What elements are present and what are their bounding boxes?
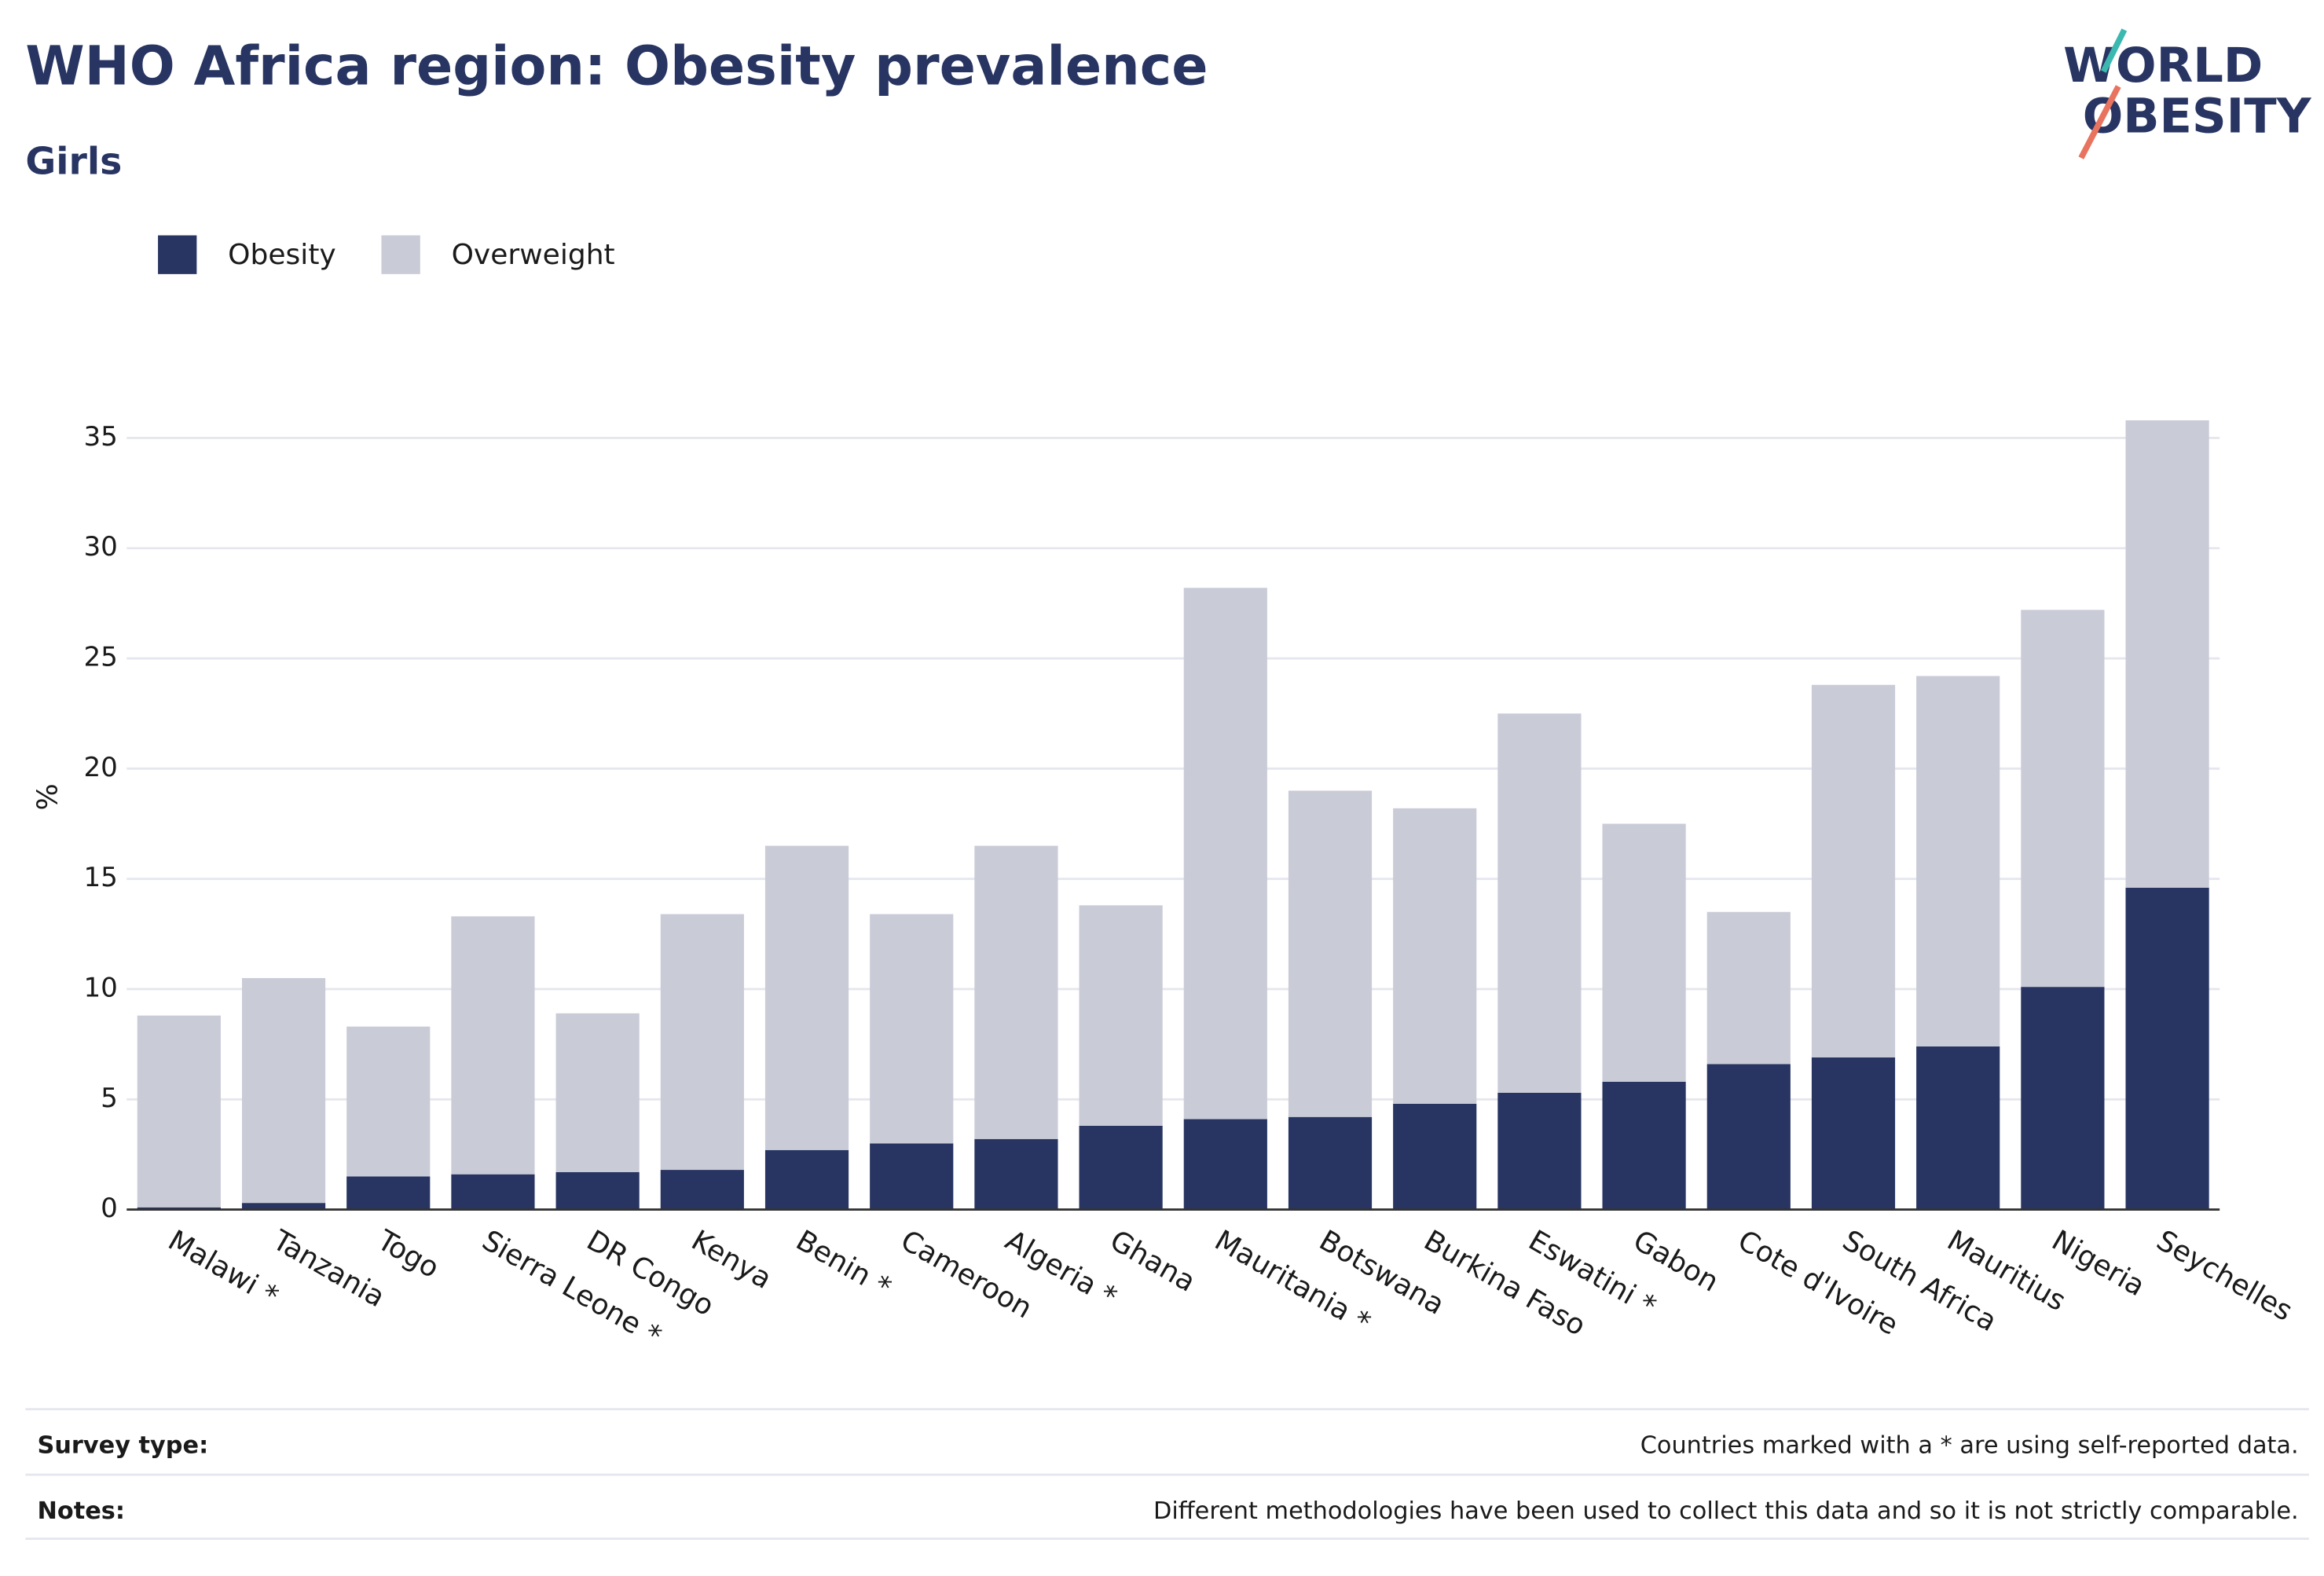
legend-swatch (381, 235, 420, 274)
bar-segment (1916, 1046, 2000, 1210)
x-tick-label: Benin * (790, 1224, 896, 1303)
bar-segment (1706, 911, 1791, 1065)
bar-segment (346, 1026, 431, 1177)
y-tick-label: 0 (101, 1193, 118, 1224)
bar-segment (1602, 823, 1686, 1082)
bar-segment (451, 916, 535, 1175)
bar-segment (555, 1171, 640, 1210)
footer-text: Different methodologies have been used t… (1153, 1497, 2299, 1525)
bar-segment (764, 845, 849, 1150)
bar-segment (2125, 420, 2209, 888)
bar-segment (1497, 713, 1582, 1093)
y-tick-label: 15 (83, 862, 117, 893)
x-tick-label: Togo (372, 1224, 445, 1285)
bar-segment (1079, 905, 1163, 1126)
bar-segment (1811, 684, 1896, 1057)
logo: WORLD OBESITY (2063, 28, 2312, 159)
y-tick-label: 5 (101, 1083, 118, 1114)
logo-text: OBESITY (2083, 89, 2312, 144)
legend-label: Obesity (228, 239, 336, 271)
bar-segment (346, 1176, 431, 1210)
x-tick-label: Seychelles (2151, 1224, 2298, 1328)
bar-segment (1183, 588, 1267, 1120)
y-tick-label: 25 (83, 642, 117, 673)
bar-segment (764, 1149, 849, 1210)
y-axis-label: % (32, 783, 64, 810)
bar-segment (870, 1143, 954, 1210)
bar-segment (974, 845, 1058, 1139)
bar-segment (1706, 1064, 1791, 1210)
bar-segment (2125, 887, 2209, 1210)
bar-segment (137, 1015, 221, 1208)
legend-swatch (158, 235, 197, 274)
bar-segment (660, 1170, 744, 1210)
footer-label: Survey type: (37, 1432, 208, 1460)
y-tick-label: 35 (83, 421, 117, 453)
bar-segment (974, 1138, 1058, 1210)
logo-slash (2078, 85, 2121, 159)
bar-segment (870, 914, 954, 1144)
bar-segment (451, 1174, 535, 1210)
footer-text: Countries marked with a * are using self… (1640, 1432, 2299, 1460)
footer-label: Notes: (37, 1497, 124, 1525)
bar-segment (2021, 987, 2105, 1210)
bar-segment (1288, 790, 1373, 1117)
bar-segment (1183, 1119, 1267, 1210)
x-tick-label: Malawi * (163, 1224, 284, 1313)
x-tick-label: Sierra Leone * (477, 1224, 667, 1352)
bar-segment (555, 1013, 640, 1172)
bar-segment (1393, 1103, 1477, 1210)
bar-segment (1288, 1116, 1373, 1210)
logo-slash (2100, 28, 2128, 73)
bar-segment (1811, 1057, 1896, 1210)
bar-segment (1393, 808, 1477, 1104)
legend-label: Overweight (452, 239, 615, 271)
bar-segment (241, 1203, 326, 1210)
bar-segment (2021, 610, 2105, 988)
y-tick-label: 30 (83, 531, 117, 563)
bar-segment (660, 914, 744, 1171)
y-tick-label: 10 (83, 972, 117, 1003)
bar-segment (1079, 1125, 1163, 1210)
y-tick-label: 20 (83, 752, 117, 783)
logo-text: WORLD (2063, 38, 2263, 93)
bar-segment (1602, 1081, 1686, 1210)
bar-segment (1497, 1092, 1582, 1210)
bar-segment (1916, 676, 2000, 1046)
chart-subtitle: Girls (25, 141, 122, 184)
chart-title: WHO Africa region: Obesity prevalence (25, 36, 1208, 98)
bar-segment (241, 977, 326, 1204)
x-tick-label: Tanzania (266, 1224, 390, 1314)
